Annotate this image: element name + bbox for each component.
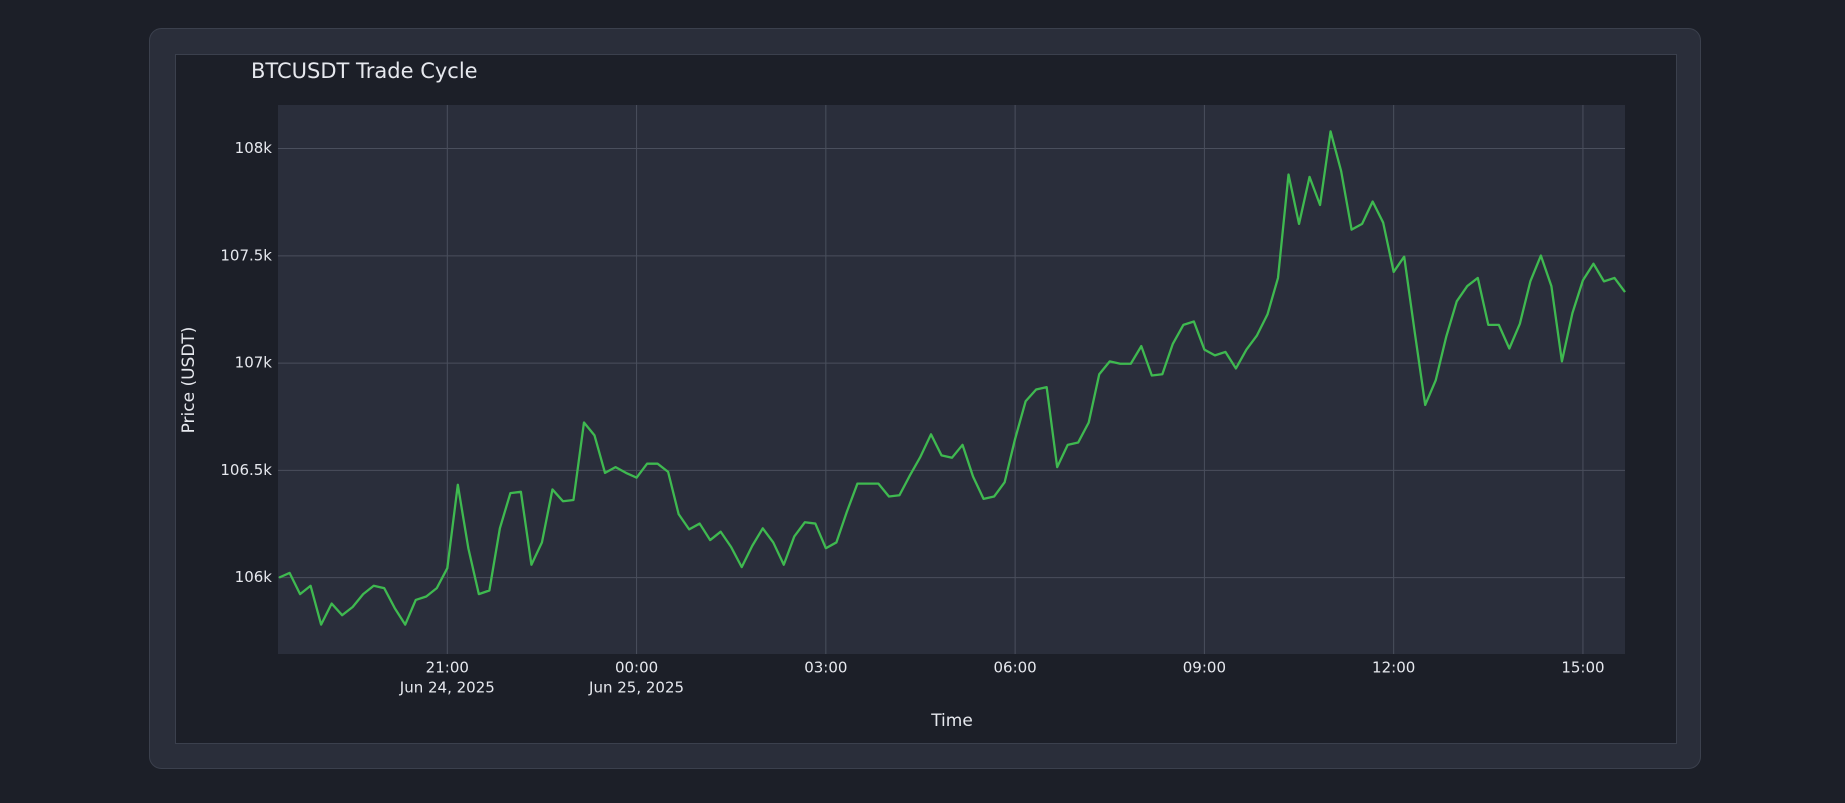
y-tick-label: 106.5k	[220, 461, 272, 479]
grid	[278, 105, 1625, 654]
x-axis-label: Time	[930, 711, 973, 731]
x-tick-label: 15:00	[1561, 659, 1604, 677]
x-tick-label: 09:00	[1183, 659, 1226, 677]
x-tick-label: 06:00	[993, 659, 1036, 677]
price-line	[278, 130, 1626, 626]
y-tick-label: 107k	[235, 354, 273, 372]
x-tick-label: 21:00	[426, 659, 469, 677]
y-axis-label: Price (USDT)	[179, 327, 199, 434]
x-tick-label: 00:00	[615, 659, 658, 677]
x-tick-label: Jun 24, 2025	[399, 679, 495, 697]
chart-title: BTCUSDT Trade Cycle	[251, 59, 478, 83]
plot-area	[278, 105, 1625, 654]
y-tick-label: 107.5k	[220, 246, 272, 264]
x-tick-label: 12:00	[1372, 659, 1415, 677]
y-tick-label: 108k	[235, 139, 273, 157]
y-tick-label: 106k	[235, 568, 273, 586]
x-tick-label: 03:00	[804, 659, 847, 677]
x-tick-label: Jun 25, 2025	[588, 679, 684, 697]
